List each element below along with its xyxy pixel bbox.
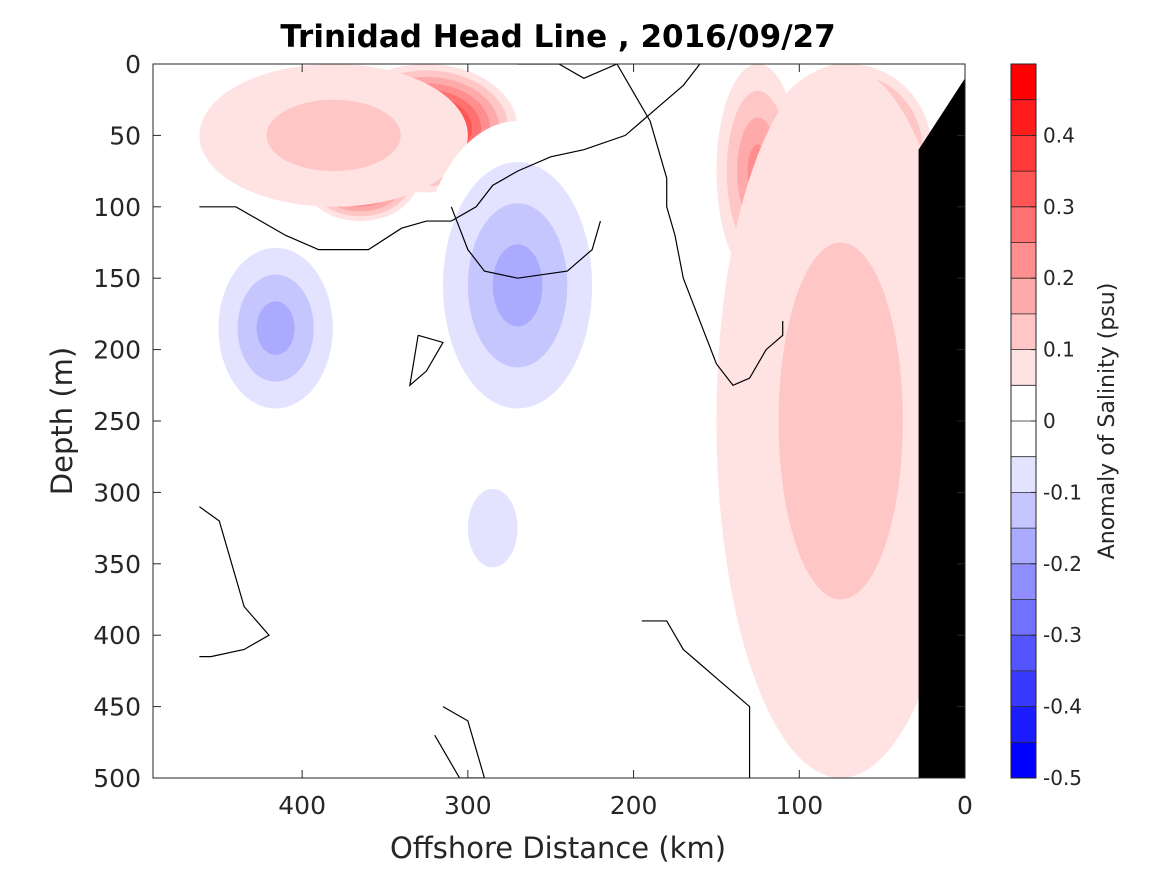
zero-contour-line (408, 334, 444, 387)
colorbar-segment (1011, 706, 1036, 743)
anomaly-positive-2 (199, 64, 468, 207)
colorbar-segment (1011, 278, 1036, 315)
colorbar-tick-label: 0.2 (1043, 266, 1075, 290)
colorbar-segment (1011, 421, 1036, 458)
y-axis-ticks: 0 50 100 150 200 250 300 350 400 450 500 (93, 50, 965, 793)
colorbar-tick-label: 0.1 (1043, 338, 1075, 362)
colorbar-tick-label: 0 (1043, 409, 1056, 433)
x-tick-label: 100 (775, 791, 823, 820)
colorbar-tick-label: -0.5 (1043, 766, 1082, 790)
colorbar-segment (1011, 528, 1036, 565)
zero-contour-line (199, 506, 270, 658)
colorbar-segment (1011, 313, 1036, 351)
y-tick-label: 400 (93, 621, 141, 650)
chart-title: Trinidad Head Line , 2016/09/27 (280, 19, 835, 55)
zero-contour-line (199, 64, 701, 251)
bathymetry (918, 78, 965, 778)
x-tick-label: 200 (610, 791, 658, 820)
zero-contour-line (641, 620, 751, 778)
anomaly-positive-8 (716, 64, 965, 778)
anomaly-negative-5 (443, 449, 543, 607)
y-axis-label: Depth (m) (45, 347, 79, 495)
colorbar-tick-label: -0.4 (1043, 695, 1082, 719)
x-tick-label: 400 (278, 791, 326, 820)
zero-contour-line (517, 64, 784, 387)
anomaly-negative-3 (199, 221, 352, 436)
plot-area (199, 64, 965, 778)
colorbar-tick-label: -0.3 (1043, 623, 1082, 647)
zero-contours (199, 64, 784, 778)
colorbar-segment (1011, 635, 1036, 672)
colorbar-segment (1011, 385, 1036, 422)
colorbar-segment (1011, 171, 1036, 208)
colorbar-segment (1011, 99, 1036, 136)
x-tick-label: 300 (444, 791, 492, 820)
x-tick-label: 0 (957, 791, 973, 820)
y-tick-label: 250 (93, 407, 141, 436)
colorbar: -0.5 -0.4 -0.3 -0.2 -0.1 0 0.1 0.2 0.3 0.4 (1010, 63, 1082, 790)
zero-contour-line (434, 706, 486, 778)
colorbar-tick-label: -0.1 (1043, 480, 1082, 504)
anomaly-fields (199, 64, 965, 778)
colorbar-segment (1011, 670, 1036, 708)
colorbar-label: Anomaly of Salinity (psu) (1095, 283, 1120, 560)
y-tick-label: 200 (93, 336, 141, 365)
y-tick-label: 450 (93, 693, 141, 722)
y-tick-label: 50 (109, 121, 141, 150)
x-axis-ticks: 400 300 200 100 0 (278, 64, 973, 820)
colorbar-segment (1011, 349, 1036, 386)
colorbar-tick-label: 0.3 (1043, 195, 1075, 219)
colorbar-segment (1011, 742, 1036, 779)
contour-level (266, 99, 401, 172)
y-tick-label: 300 (93, 478, 141, 507)
contour-level (778, 242, 903, 600)
contour-level (256, 301, 295, 355)
colorbar-segment (1011, 563, 1036, 600)
x-axis-label: Offshore Distance (km) (390, 831, 726, 865)
seafloor (918, 78, 965, 778)
colorbar-tick-label: -0.2 (1043, 552, 1082, 576)
contour-level (492, 244, 543, 327)
zero-contour-line (450, 206, 602, 279)
y-tick-label: 100 (93, 193, 141, 222)
y-tick-label: 0 (125, 50, 141, 79)
colorbar-segment (1011, 242, 1036, 279)
colorbar-segment (1011, 456, 1036, 493)
y-tick-label: 500 (93, 764, 141, 793)
colorbar-segment (1011, 599, 1036, 636)
anomaly-negative-4 (418, 121, 617, 450)
colorbar-segment (1011, 492, 1036, 529)
contour-level (467, 488, 518, 568)
colorbar-segment (1011, 64, 1036, 101)
y-tick-label: 150 (93, 264, 141, 293)
colorbar-tick-label: 0.4 (1043, 123, 1075, 147)
y-tick-label: 350 (93, 550, 141, 579)
colorbar-segment (1011, 135, 1036, 172)
colorbar-segment (1011, 206, 1036, 243)
